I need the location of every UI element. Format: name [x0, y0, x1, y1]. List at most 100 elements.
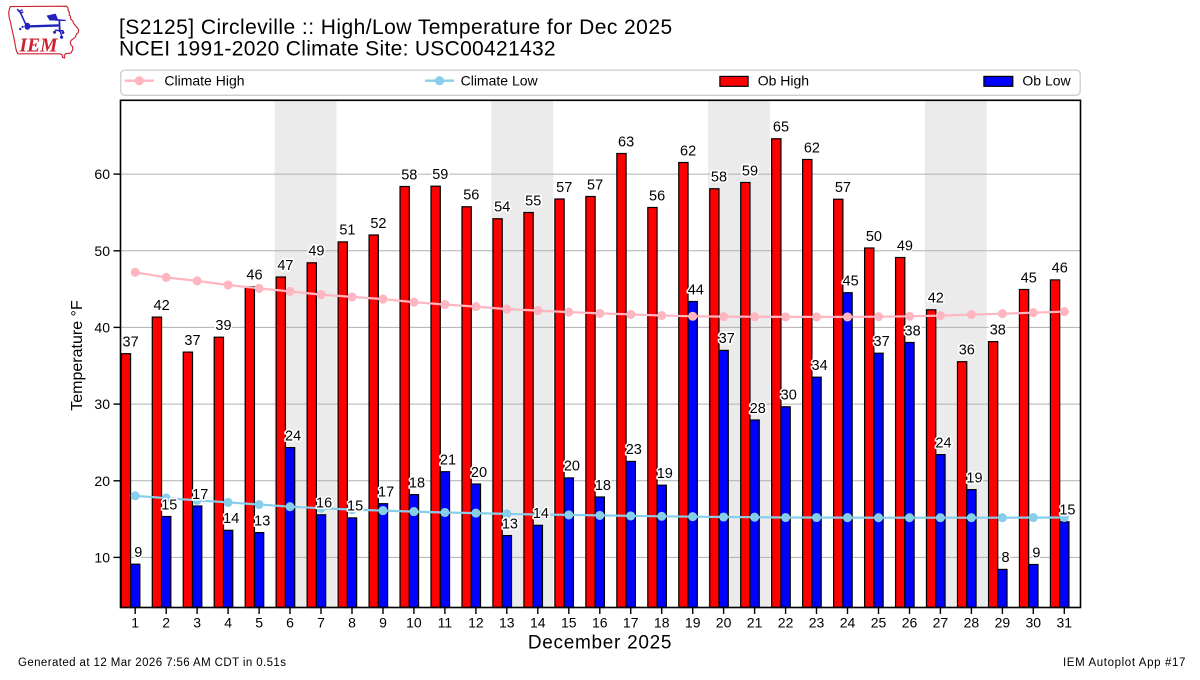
svg-text:63: 63	[618, 134, 634, 150]
svg-text:NCEI 1991-2020 Climate Site: U: NCEI 1991-2020 Climate Site: USC00421432	[119, 38, 556, 61]
svg-text:18: 18	[409, 475, 425, 491]
svg-text:28: 28	[750, 401, 766, 417]
svg-text:15: 15	[161, 497, 177, 513]
svg-text:15: 15	[561, 615, 577, 631]
svg-text:Ob Low: Ob Low	[1022, 72, 1071, 88]
svg-text:40: 40	[94, 320, 110, 336]
svg-text:38: 38	[990, 322, 1006, 338]
svg-text:10: 10	[94, 550, 110, 566]
svg-text:19: 19	[685, 615, 701, 631]
svg-text:2: 2	[162, 615, 170, 631]
svg-text:62: 62	[804, 140, 820, 156]
svg-text:46: 46	[1052, 261, 1068, 277]
svg-text:12: 12	[468, 615, 484, 631]
svg-text:37: 37	[123, 335, 139, 351]
svg-text:9: 9	[379, 615, 387, 631]
svg-text:56: 56	[463, 188, 479, 204]
svg-text:44: 44	[688, 282, 704, 298]
svg-text:17: 17	[623, 615, 639, 631]
svg-text:38: 38	[905, 323, 921, 339]
svg-text:13: 13	[502, 516, 518, 532]
svg-text:20: 20	[94, 473, 110, 489]
svg-text:52: 52	[370, 216, 386, 232]
svg-text:59: 59	[742, 163, 758, 179]
svg-text:36: 36	[959, 343, 975, 359]
svg-text:31: 31	[1057, 615, 1073, 631]
svg-text:30: 30	[94, 396, 110, 412]
svg-text:50: 50	[94, 243, 110, 259]
svg-text:47: 47	[277, 258, 293, 274]
svg-text:58: 58	[401, 167, 417, 183]
svg-text:58: 58	[711, 170, 727, 186]
svg-text:26: 26	[902, 615, 918, 631]
svg-text:18: 18	[654, 615, 670, 631]
svg-text:21: 21	[747, 615, 763, 631]
svg-text:60: 60	[94, 166, 110, 182]
svg-text:13: 13	[254, 513, 270, 529]
svg-text:5: 5	[255, 615, 263, 631]
svg-text:20: 20	[564, 459, 580, 475]
svg-text:37: 37	[184, 333, 200, 349]
svg-text:19: 19	[657, 466, 673, 482]
svg-text:49: 49	[308, 244, 324, 260]
svg-text:54: 54	[494, 200, 510, 216]
svg-text:8: 8	[348, 615, 356, 631]
svg-text:65: 65	[773, 120, 789, 136]
svg-text:[S2125] Circleville :: High/Lo: [S2125] Circleville :: High/Low Temperat…	[119, 16, 673, 39]
svg-text:25: 25	[871, 615, 887, 631]
svg-text:23: 23	[809, 615, 825, 631]
svg-text:24: 24	[840, 615, 856, 631]
svg-text:15: 15	[347, 499, 363, 515]
svg-text:7: 7	[317, 615, 325, 631]
svg-text:30: 30	[1026, 615, 1042, 631]
svg-text:20: 20	[471, 465, 487, 481]
svg-text:24: 24	[285, 428, 301, 444]
svg-text:11: 11	[438, 615, 453, 631]
svg-text:49: 49	[897, 238, 913, 254]
svg-text:56: 56	[649, 188, 665, 204]
svg-text:Temperature °F: Temperature °F	[69, 300, 86, 411]
svg-text:24: 24	[935, 435, 951, 451]
svg-text:Ob High: Ob High	[758, 72, 809, 88]
svg-text:55: 55	[525, 193, 541, 209]
svg-text:16: 16	[316, 496, 332, 512]
svg-text:23: 23	[626, 442, 642, 458]
svg-text:45: 45	[843, 274, 859, 290]
svg-text:37: 37	[874, 334, 890, 350]
svg-text:22: 22	[778, 615, 794, 631]
svg-text:30: 30	[781, 388, 797, 404]
svg-text:6: 6	[286, 615, 294, 631]
svg-text:42: 42	[928, 291, 944, 307]
svg-text:3: 3	[193, 615, 201, 631]
svg-text:IEM Autoplot App #17: IEM Autoplot App #17	[1063, 657, 1186, 669]
svg-text:16: 16	[592, 615, 608, 631]
svg-text:62: 62	[680, 143, 696, 159]
svg-text:29: 29	[995, 615, 1011, 631]
svg-text:18: 18	[595, 478, 611, 494]
svg-text:51: 51	[339, 223, 355, 239]
svg-text:20: 20	[716, 615, 732, 631]
svg-text:19: 19	[966, 470, 982, 486]
svg-text:57: 57	[835, 180, 851, 196]
svg-text:57: 57	[556, 180, 572, 196]
svg-text:50: 50	[866, 229, 882, 245]
svg-text:4: 4	[224, 615, 232, 631]
svg-text:15: 15	[1059, 503, 1075, 519]
svg-text:46: 46	[246, 268, 262, 284]
svg-text:14: 14	[223, 511, 239, 527]
svg-text:17: 17	[378, 485, 394, 501]
svg-text:9: 9	[1032, 545, 1040, 561]
svg-text:59: 59	[432, 167, 448, 183]
svg-text:39: 39	[215, 318, 231, 334]
svg-text:9: 9	[134, 545, 142, 561]
svg-text:Climate High: Climate High	[164, 72, 244, 88]
svg-text:Generated at 12 Mar 2026 7:56: Generated at 12 Mar 2026 7:56 AM CDT in …	[18, 657, 286, 669]
svg-text:13: 13	[499, 615, 515, 631]
svg-text:37: 37	[719, 331, 735, 347]
svg-text:8: 8	[1001, 550, 1009, 566]
svg-text:42: 42	[154, 298, 170, 314]
svg-text:17: 17	[192, 487, 208, 503]
svg-text:45: 45	[1021, 270, 1037, 286]
svg-text:14: 14	[530, 615, 546, 631]
svg-text:34: 34	[812, 358, 828, 374]
